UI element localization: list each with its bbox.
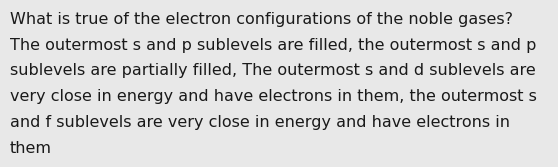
Text: them: them (10, 141, 52, 156)
Text: The outermost s and p sublevels are filled, the outermost s and p: The outermost s and p sublevels are fill… (10, 38, 536, 53)
Text: sublevels are partially filled, The outermost s and d sublevels are: sublevels are partially filled, The oute… (10, 63, 536, 78)
Text: and f sublevels are very close in energy and have electrons in: and f sublevels are very close in energy… (10, 115, 510, 130)
Text: What is true of the electron configurations of the noble gases?: What is true of the electron configurati… (10, 12, 513, 27)
Text: very close in energy and have electrons in them, the outermost s: very close in energy and have electrons … (10, 89, 537, 104)
